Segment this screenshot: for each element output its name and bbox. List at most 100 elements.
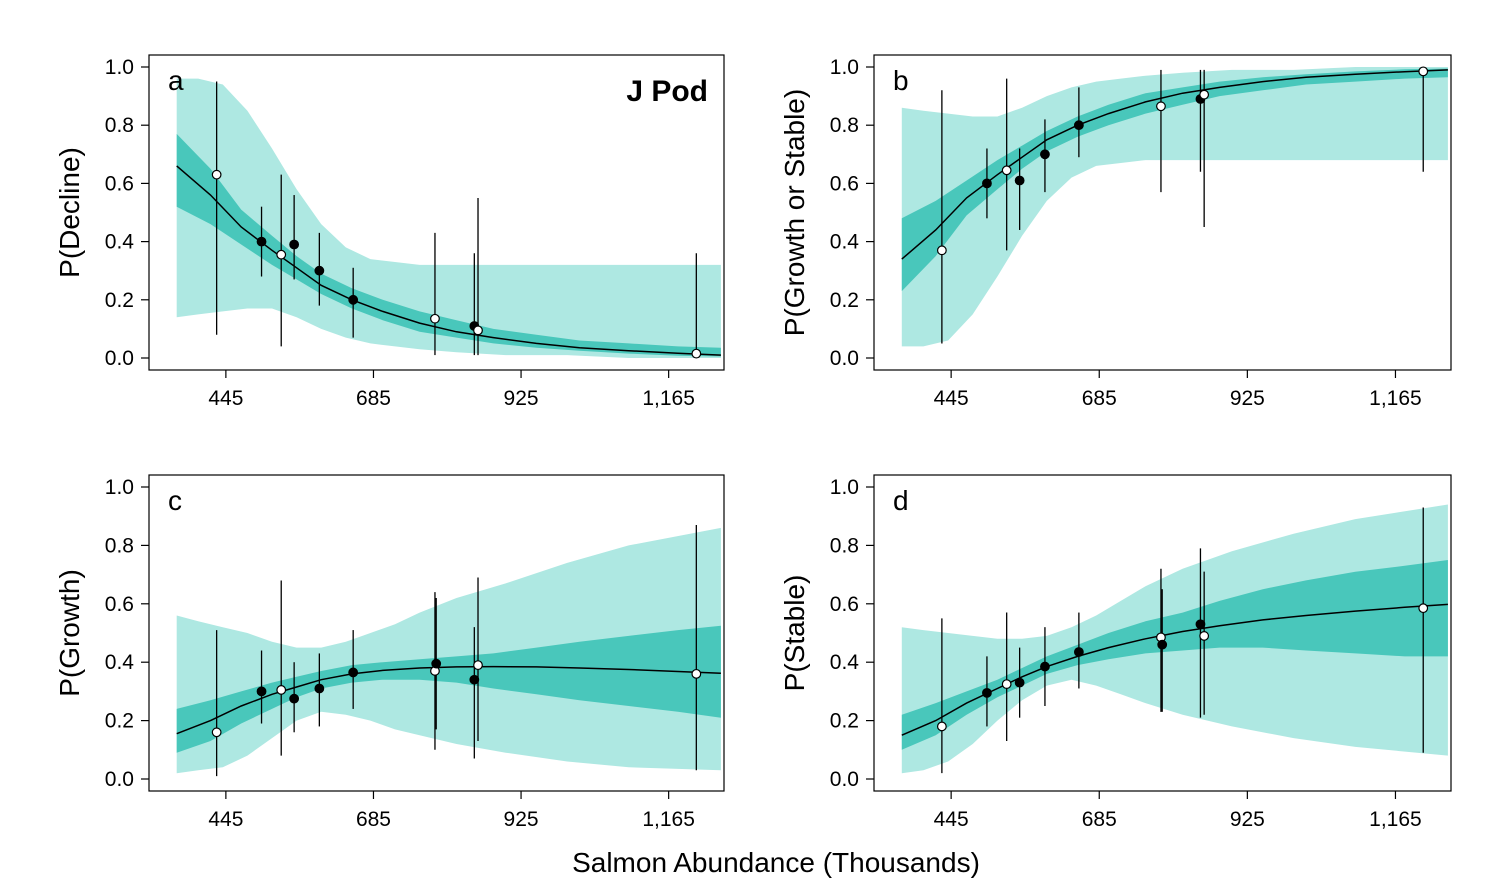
y-tick-label-c-0: 0.0 — [105, 768, 134, 791]
y-tick-label-c-5: 1.0 — [105, 476, 134, 499]
data-point-d-10 — [1418, 603, 1429, 614]
x-tick-label-a-3: 1,165 — [642, 387, 695, 410]
x-tick-label-a-2: 925 — [504, 387, 539, 410]
x-tick-label-c-1: 685 — [356, 808, 391, 831]
data-point-b-0 — [936, 245, 947, 256]
data-point-b-5 — [1073, 120, 1084, 131]
data-point-b-8 — [1199, 89, 1210, 100]
data-point-a-3 — [289, 239, 300, 250]
y-tick-label-d-5: 1.0 — [830, 476, 859, 499]
y-tick-label-b-4: 0.8 — [830, 114, 859, 137]
data-point-b-4 — [1040, 149, 1050, 160]
data-point-c-2 — [276, 685, 287, 695]
panel-letter-c: c — [168, 485, 182, 516]
pod-annotation: J Pod — [626, 75, 708, 108]
data-point-d-4 — [1040, 661, 1050, 672]
panel-c: 0.0 0.2 0.4 0.6 0.8 1.0 445 685 925 1,165 P(Growth… — [54, 474, 725, 831]
x-tick-label-b-1: 685 — [1082, 387, 1117, 410]
y-tick-label-d-0: 0.0 — [830, 768, 859, 791]
x-tick-label-a-0: 445 — [208, 387, 243, 410]
y-tick-label-b-5: 1.0 — [830, 56, 859, 79]
data-point-c-4 — [314, 683, 325, 694]
band-inner-c — [176, 625, 721, 753]
y-tick-label-c-3: 0.6 — [105, 593, 134, 616]
y-tick-label-c-2: 0.4 — [105, 651, 135, 674]
y-tick-label-c-4: 0.8 — [105, 534, 134, 557]
y-tick-label-a-4: 0.8 — [105, 114, 134, 137]
data-point-d-7 — [1157, 639, 1168, 650]
y-tick-label-a-3: 0.6 — [105, 172, 134, 195]
data-point-b-3 — [1014, 175, 1025, 186]
data-point-d-9 — [1199, 631, 1210, 641]
data-point-a-2 — [276, 249, 287, 260]
x-axis-title: Salmon Abundance (Thousands) — [572, 847, 980, 878]
plot-frame-c — [148, 474, 725, 792]
y-axis-title-b: P(Growth or Stable) — [779, 89, 810, 336]
data-point-b-2 — [1001, 165, 1012, 176]
x-tick-label-b-0: 445 — [934, 387, 969, 410]
fit-curve-b — [901, 69, 1448, 260]
data-point-c-1 — [256, 686, 267, 697]
y-tick-label-b-1: 0.2 — [830, 289, 859, 312]
x-tick-label-c-3: 1,165 — [642, 808, 695, 831]
y-axis-title-d: P(Stable) — [779, 575, 810, 692]
data-point-a-6 — [430, 313, 440, 324]
y-tick-label-d-1: 0.2 — [830, 710, 859, 733]
band-inner-d — [901, 560, 1448, 750]
data-point-b-9 — [1418, 66, 1429, 77]
data-point-b-1 — [982, 178, 992, 189]
y-tick-label-d-2: 0.4 — [830, 651, 860, 674]
fit-curve-a — [176, 165, 721, 356]
band-outer-b — [901, 67, 1448, 347]
plot-frame-d — [873, 474, 1452, 792]
panel-letter-a: a — [168, 65, 184, 96]
x-tick-label-b-3: 1,165 — [1369, 387, 1422, 410]
data-point-c-0 — [211, 727, 222, 738]
y-tick-label-b-0: 0.0 — [830, 347, 859, 370]
data-point-c-7 — [431, 658, 442, 669]
band-outer-a — [176, 78, 721, 358]
y-tick-label-d-4: 0.8 — [830, 534, 859, 557]
data-point-d-3 — [1014, 677, 1025, 688]
data-point-a-5 — [348, 294, 359, 305]
panel-letter-d: d — [893, 485, 909, 516]
x-tick-label-d-1: 685 — [1082, 808, 1117, 831]
y-tick-label-a-5: 1.0 — [105, 56, 134, 79]
panel-a: 0.0 0.2 0.4 0.6 0.8 1.0 445 685 925 1,165 P(Declin… — [54, 54, 725, 410]
data-point-d-0 — [936, 721, 947, 732]
x-tick-label-b-2: 925 — [1230, 387, 1265, 410]
data-point-c-8 — [469, 674, 480, 685]
y-tick-label-b-3: 0.6 — [830, 172, 859, 195]
x-tick-label-d-3: 1,165 — [1369, 808, 1422, 831]
fit-curve-d — [901, 603, 1448, 736]
x-tick-label-a-1: 685 — [356, 387, 391, 410]
y-tick-label-c-1: 0.2 — [105, 710, 134, 733]
data-point-c-9 — [473, 660, 483, 671]
y-tick-label-b-2: 0.4 — [830, 231, 860, 254]
data-point-a-1 — [256, 236, 267, 247]
x-tick-label-d-0: 445 — [934, 808, 969, 831]
plot-frame-a — [148, 54, 725, 371]
band-outer-c — [176, 527, 721, 774]
y-tick-label-d-3: 0.6 — [830, 593, 859, 616]
data-point-d-2 — [1001, 679, 1012, 689]
data-point-a-8 — [473, 325, 483, 336]
data-point-d-5 — [1073, 647, 1084, 657]
data-point-d-8 — [1195, 619, 1206, 630]
x-tick-label-d-2: 925 — [1230, 808, 1265, 831]
data-point-c-3 — [289, 693, 300, 704]
panel-b: 0.0 0.2 0.4 0.6 0.8 1.0 445 685 925 1,165 P(Growth… — [779, 54, 1452, 410]
plot-frame-b — [873, 54, 1452, 371]
x-tick-label-c-2: 925 — [504, 808, 539, 831]
y-axis-title-c: P(Growth) — [54, 569, 85, 697]
data-point-a-4 — [314, 265, 325, 276]
y-tick-label-a-0: 0.0 — [105, 347, 134, 370]
data-point-a-9 — [691, 348, 702, 359]
panel-d: 0.0 0.2 0.4 0.6 0.8 1.0 445 685 925 1,165 P(Stable… — [779, 474, 1452, 831]
data-point-b-6 — [1156, 101, 1166, 112]
data-point-c-10 — [691, 668, 702, 679]
y-tick-label-a-1: 0.2 — [105, 289, 134, 312]
x-tick-label-c-0: 445 — [208, 808, 243, 831]
data-point-a-0 — [211, 169, 222, 180]
